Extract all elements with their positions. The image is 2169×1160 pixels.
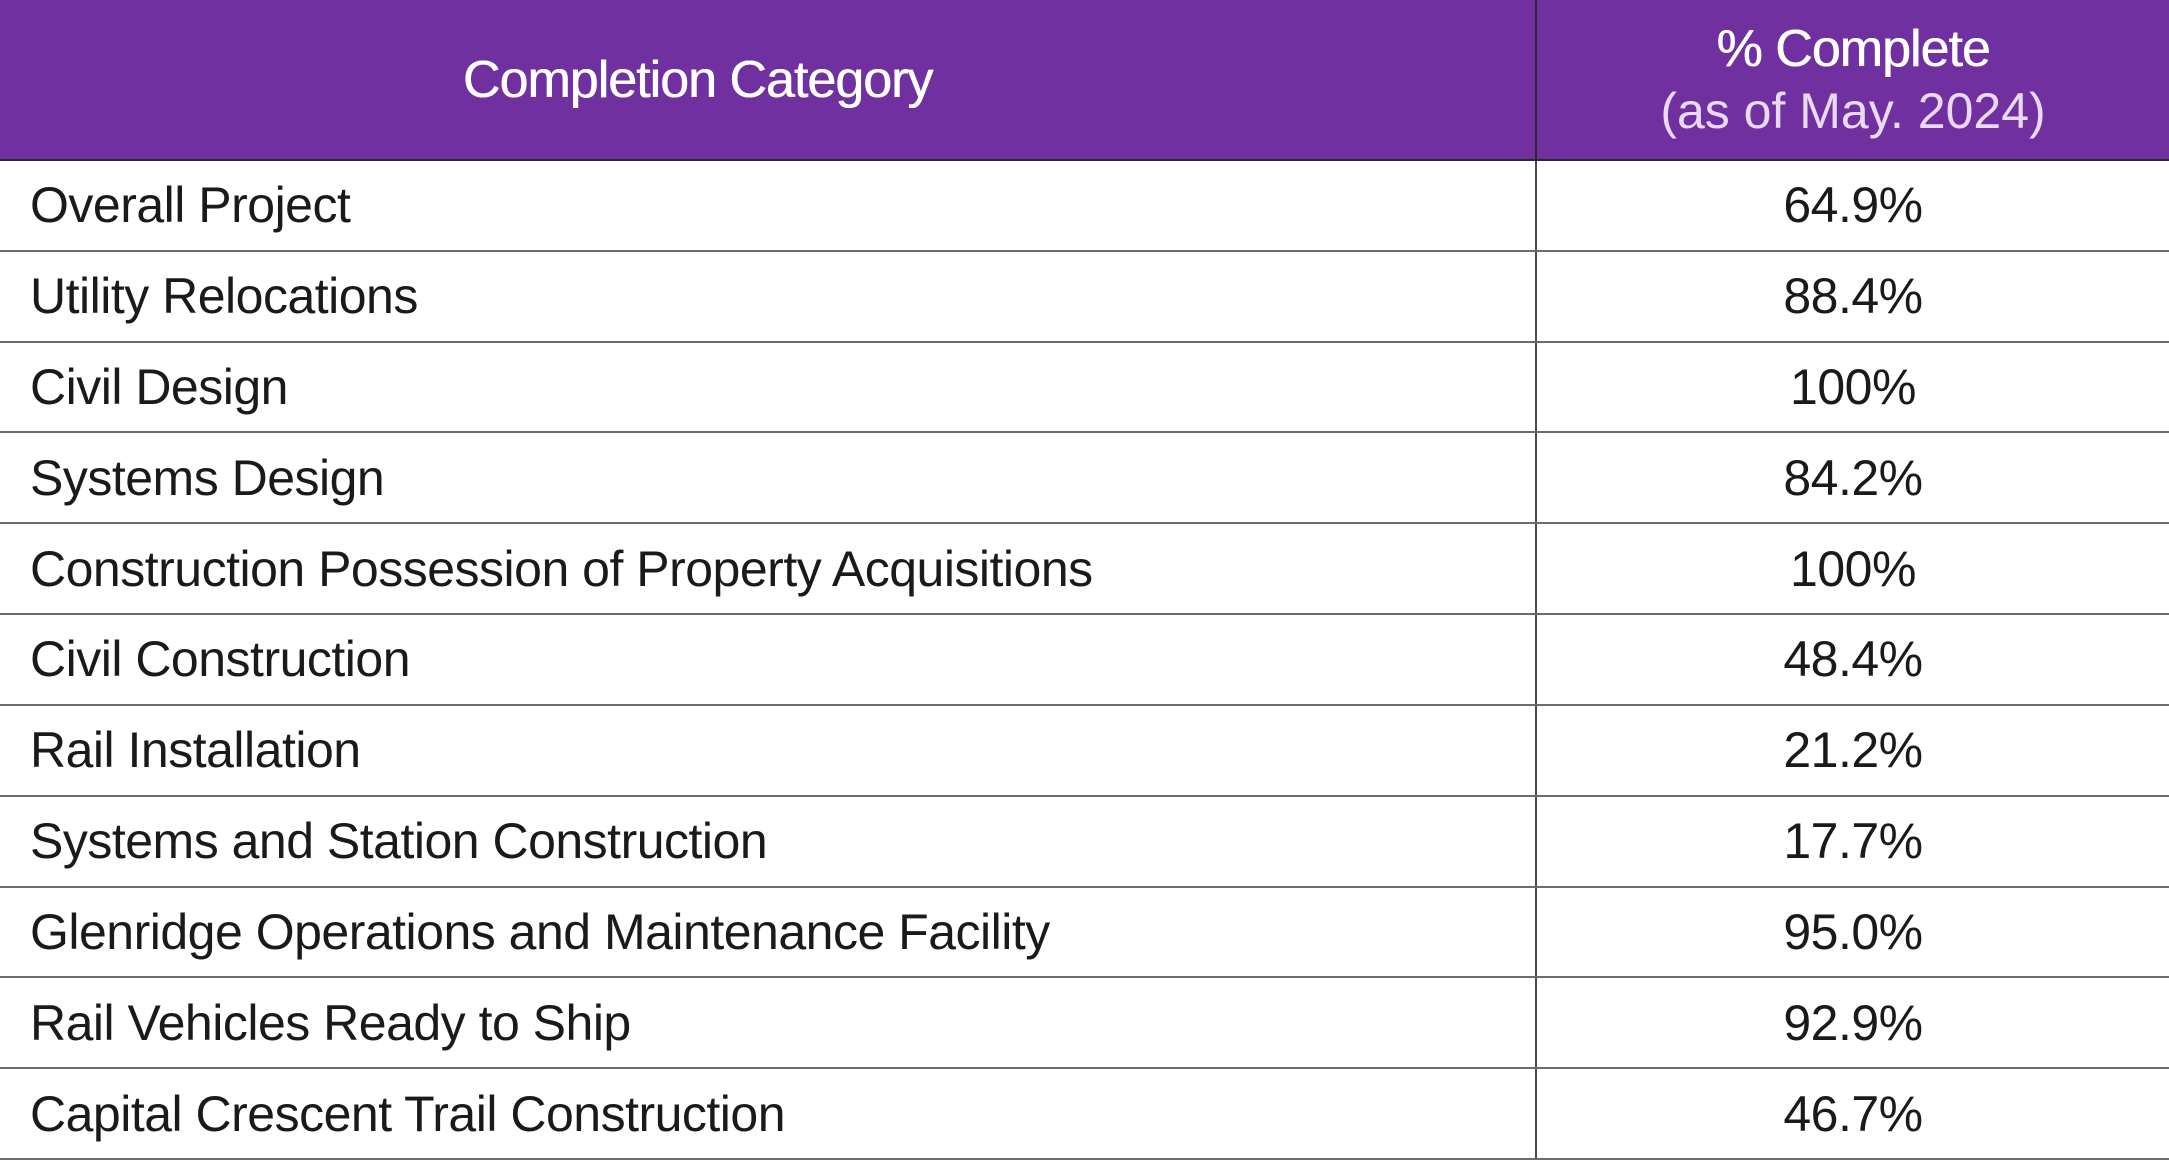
table-row: Rail Vehicles Ready to Ship 92.9% — [0, 977, 2169, 1070]
table-row: Glenridge Operations and Maintenance Fac… — [0, 886, 2169, 979]
table-body: Overall Project 64.9% Utility Relocation… — [0, 160, 2169, 1160]
row-category: Utility Relocations — [0, 250, 1537, 343]
row-percent: 100% — [1536, 523, 2169, 616]
row-percent: 92.9% — [1536, 977, 2169, 1070]
row-percent: 64.9% — [1536, 160, 2169, 252]
table-row: Capital Crescent Trail Construction 46.7… — [0, 1068, 2169, 1160]
row-percent: 46.7% — [1536, 1068, 2169, 1160]
header-percent-label: % Complete — [1716, 20, 1990, 79]
row-category: Systems Design — [0, 432, 1537, 525]
table-row: Civil Design 100% — [0, 341, 2169, 434]
row-category: Systems and Station Construction — [0, 795, 1537, 888]
row-percent: 95.0% — [1536, 886, 2169, 979]
row-category: Civil Construction — [0, 614, 1537, 706]
row-percent: 48.4% — [1536, 614, 2169, 706]
table-row: Systems and Station Construction 17.7% — [0, 795, 2169, 888]
table-header: Completion Category % Complete (as of Ma… — [0, 0, 2169, 161]
row-category: Glenridge Operations and Maintenance Fac… — [0, 886, 1537, 979]
table-row: Construction Possession of Property Acqu… — [0, 523, 2169, 616]
row-percent: 84.2% — [1536, 432, 2169, 525]
table-row: Rail Installation 21.2% — [0, 704, 2169, 797]
table-row: Utility Relocations 88.4% — [0, 250, 2169, 343]
row-category: Overall Project — [0, 160, 1537, 252]
table-row: Overall Project 64.9% — [0, 160, 2169, 252]
row-percent: 88.4% — [1536, 250, 2169, 343]
header-as-of-date: (as of May. 2024) — [1660, 82, 2046, 139]
row-category: Rail Vehicles Ready to Ship — [0, 977, 1537, 1070]
header-percent-complete: % Complete (as of May. 2024) — [1536, 0, 2169, 161]
row-percent: 100% — [1536, 341, 2169, 434]
table-row: Systems Design 84.2% — [0, 432, 2169, 525]
row-category: Rail Installation — [0, 704, 1537, 797]
row-category: Construction Possession of Property Acqu… — [0, 523, 1537, 616]
row-category: Capital Crescent Trail Construction — [0, 1068, 1537, 1160]
row-category: Civil Design — [0, 341, 1537, 434]
table-row: Civil Construction 48.4% — [0, 614, 2169, 706]
header-row: Completion Category % Complete (as of Ma… — [0, 0, 2169, 161]
row-percent: 17.7% — [1536, 795, 2169, 888]
header-completion-category: Completion Category — [0, 0, 1537, 161]
row-percent: 21.2% — [1536, 704, 2169, 797]
